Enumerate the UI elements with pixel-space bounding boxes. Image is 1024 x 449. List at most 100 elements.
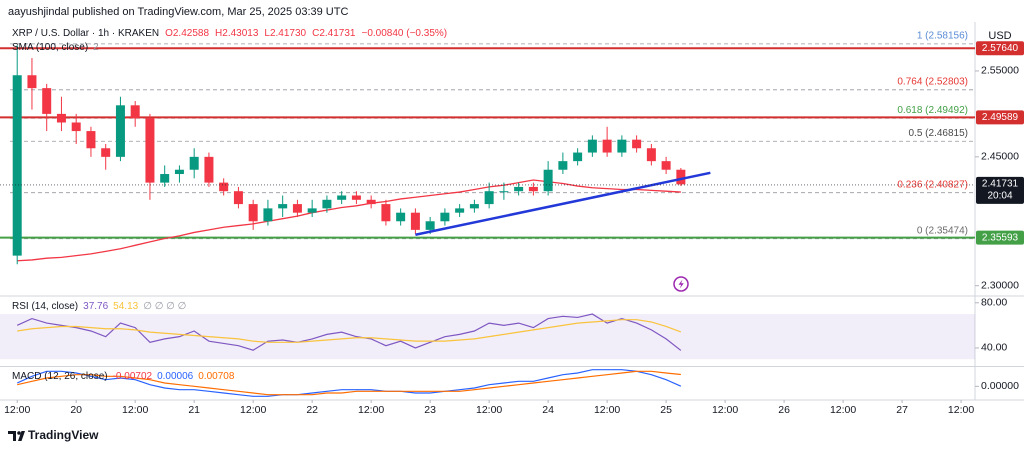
x-tick-label: 22: [306, 404, 318, 416]
ohlc-value: H2.43013: [215, 28, 259, 39]
y-tick-label: 2.30000: [981, 279, 1019, 291]
legend-value: 2: [93, 42, 99, 53]
candle-body: [160, 174, 170, 183]
fib-label: 0 (2.35474): [917, 225, 968, 236]
candle-body: [587, 139, 597, 153]
candle-body: [558, 161, 568, 170]
ohlc-value: O2.42588: [165, 28, 209, 39]
level-tag: [976, 41, 1024, 56]
legend-value: 0.00708: [198, 371, 235, 382]
candle-body: [617, 139, 627, 153]
candle-body: [101, 148, 111, 157]
x-tick-label: 12:00: [240, 404, 266, 416]
candle-body: [130, 105, 140, 119]
candle-body: [174, 169, 184, 175]
macd-line: [16, 369, 682, 397]
candle-body: [646, 148, 656, 162]
macd-line: [17, 370, 681, 396]
candle-body: [676, 169, 686, 185]
level-tag-label: 2.57640: [982, 43, 1019, 54]
x-tick-label: 23: [424, 404, 436, 416]
rsi-line: [17, 319, 682, 343]
candle-body: [499, 191, 509, 193]
candle-body: [86, 131, 96, 149]
sma-legend: SMA (100, close) 2: [12, 42, 99, 53]
candle-body: [27, 75, 37, 89]
candle-body: [337, 195, 347, 200]
legend-value: -0.00702: [113, 371, 153, 382]
x-tick-label: 12:00: [122, 404, 148, 416]
x-tick-label: 12:00: [4, 404, 30, 416]
indicator-legend: RSI (14, close) 37.76 54.13 ∅ ∅ ∅ ∅: [12, 301, 186, 312]
fib-label: 1 (2.58156): [917, 30, 968, 41]
fib-label: 0.5 (2.46815): [909, 128, 969, 139]
level-tag-label: 2.49589: [982, 112, 1019, 123]
y-tick-label: 80.00: [981, 297, 1007, 309]
candle-body: [528, 186, 538, 192]
candle-body: [42, 88, 52, 114]
publisher: aayushjindal published on TradingView.co…: [8, 6, 348, 18]
candle-body: [543, 169, 553, 192]
countdown: 20:04: [987, 191, 1012, 202]
candle-body: [661, 161, 671, 170]
legend-name: RSI (14, close): [12, 301, 78, 312]
fib-label: 0.764 (2.52803): [897, 76, 968, 87]
trendline: [415, 171, 711, 236]
currency: USD: [988, 30, 1011, 42]
candle-body: [573, 152, 583, 162]
footer-logo: [8, 431, 25, 441]
legend-name: SMA (100, close): [12, 42, 88, 53]
candle-body: [292, 204, 302, 213]
candle-body: [425, 221, 435, 230]
candle-body: [381, 204, 391, 222]
fib-label: 0.236 (2.40827): [897, 179, 968, 190]
legend-value: 0.00006: [157, 371, 194, 382]
last-price-tag: [976, 176, 1024, 204]
x-tick-label: 12:00: [594, 404, 620, 416]
candle-body: [440, 212, 450, 222]
candle-body: [514, 186, 524, 192]
candle-body: [307, 208, 317, 213]
candle-body: [366, 199, 376, 205]
candle-body: [484, 191, 494, 205]
x-tick-label: 12:00: [948, 404, 974, 416]
ohlc-value: C2.41731: [312, 28, 356, 39]
symbol: XRP / U.S. Dollar · 1h · KRAKEN: [12, 28, 159, 39]
alert-icon: [673, 276, 689, 292]
candle-body: [233, 191, 243, 205]
legend-value: 37.76: [83, 301, 108, 312]
level-tag: [976, 110, 1024, 125]
candle-body: [469, 204, 479, 209]
y-tick-label: 40.00: [981, 342, 1007, 354]
x-tick-label: 12:00: [712, 404, 738, 416]
candle-body: [219, 182, 229, 192]
footer-brand: TradingView: [28, 428, 99, 442]
y-tick-label: 2.45000: [981, 151, 1019, 163]
candle-body: [278, 204, 288, 209]
candle-body: [189, 156, 199, 170]
candle-body: [71, 122, 81, 132]
candle-body: [322, 199, 332, 209]
level-tag: [976, 230, 1024, 245]
x-tick-label: 12:00: [830, 404, 856, 416]
candle-body: [115, 105, 125, 157]
x-tick-label: 21: [188, 404, 200, 416]
level-tag-label: 2.35593: [982, 232, 1019, 243]
candle-body: [204, 156, 214, 183]
candle-body: [396, 212, 406, 222]
candle-body: [12, 75, 22, 256]
candle-body: [263, 208, 273, 222]
legend-extra: ∅ ∅ ∅ ∅: [143, 301, 186, 312]
indicator-legend: MACD (12, 26, close) -0.00702 0.00006 0.007…: [12, 371, 235, 382]
x-tick-label: 26: [778, 404, 790, 416]
candle-body: [632, 139, 642, 149]
x-tick-label: 27: [896, 404, 908, 416]
candle-body: [602, 139, 612, 153]
legend-value: 54.13: [113, 301, 138, 312]
candle-body: [248, 204, 258, 222]
symbol-line: XRP / U.S. Dollar · 1h · KRAKEN O2.42588 H…: [12, 28, 447, 39]
candle-body: [410, 212, 420, 230]
